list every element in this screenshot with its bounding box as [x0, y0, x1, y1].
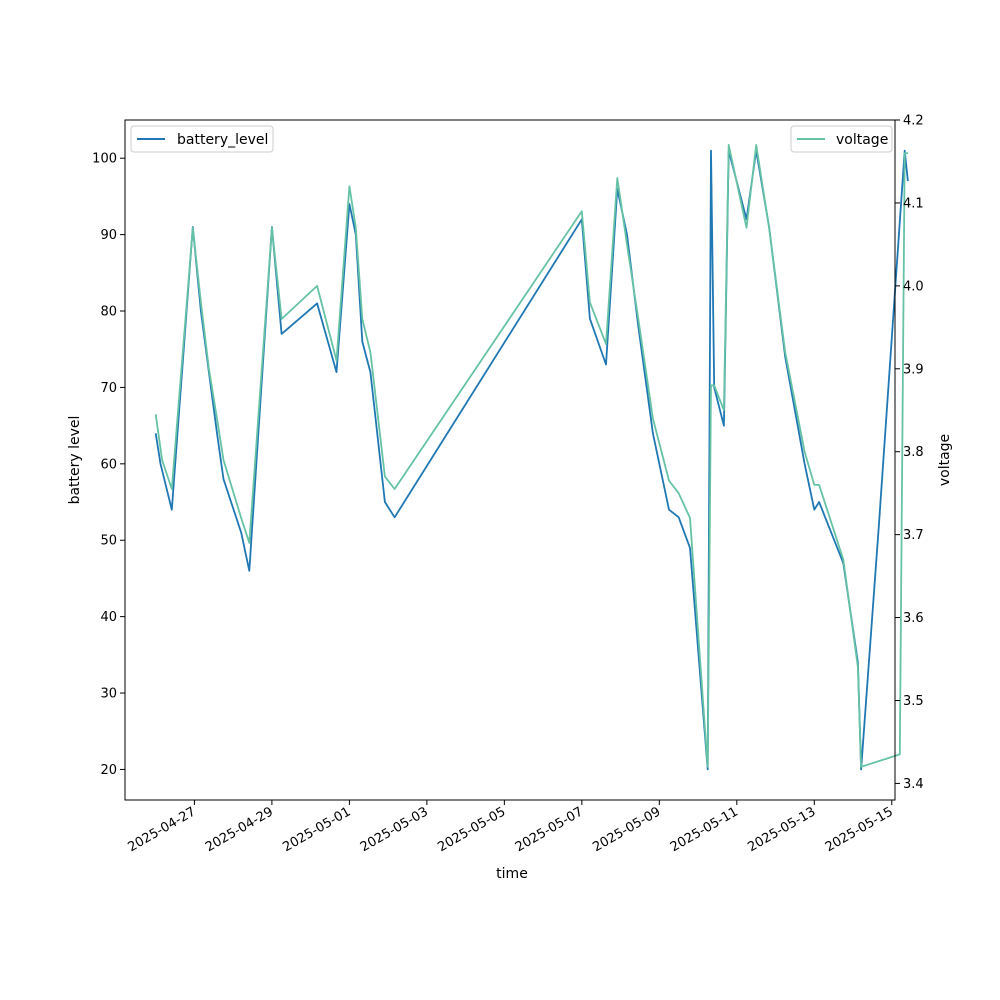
y-left-tick-label: 90	[100, 228, 117, 243]
y-right-tick-label: 4.0	[903, 279, 924, 294]
legend-left: battery_level	[130, 125, 274, 153]
plot-layer	[154, 143, 909, 771]
y-right-tick-label: 3.9	[903, 362, 924, 377]
y-left-tick-label: 80	[100, 305, 117, 320]
legend-left-label: battery_level	[177, 132, 268, 148]
y-left-tick-label: 30	[100, 687, 117, 702]
plot-frame	[124, 119, 896, 801]
legend-right-box	[790, 125, 893, 153]
y-left-tick-label: 40	[100, 610, 117, 625]
series-line-voltage	[154, 143, 908, 768]
x-axis-label: time	[496, 866, 528, 882]
legend-right-label: voltage	[836, 132, 888, 148]
y-left-tick-label: 60	[100, 457, 117, 472]
y-right-tick-label: 3.4	[903, 777, 924, 792]
y-right-tick-label: 3.8	[903, 445, 924, 460]
y-left-tick-label: 50	[100, 534, 117, 549]
legend-left-box	[130, 125, 274, 153]
y-axis-label-right: voltage	[937, 434, 953, 486]
y-axis-label-left: battery level	[67, 416, 83, 505]
y-right-tick-label: 4.1	[903, 196, 924, 211]
y-left-tick-label: 70	[100, 381, 117, 396]
y-right-tick-label: 3.5	[903, 694, 924, 709]
y-left-tick-label: 100	[92, 152, 117, 167]
legend-right: voltage	[790, 125, 893, 153]
y-right-tick-label: 4.2	[903, 114, 924, 129]
y-right-tick-label: 3.7	[903, 528, 924, 543]
y-right-tick-label: 3.6	[903, 611, 924, 626]
y-left-tick-label: 20	[100, 763, 117, 778]
